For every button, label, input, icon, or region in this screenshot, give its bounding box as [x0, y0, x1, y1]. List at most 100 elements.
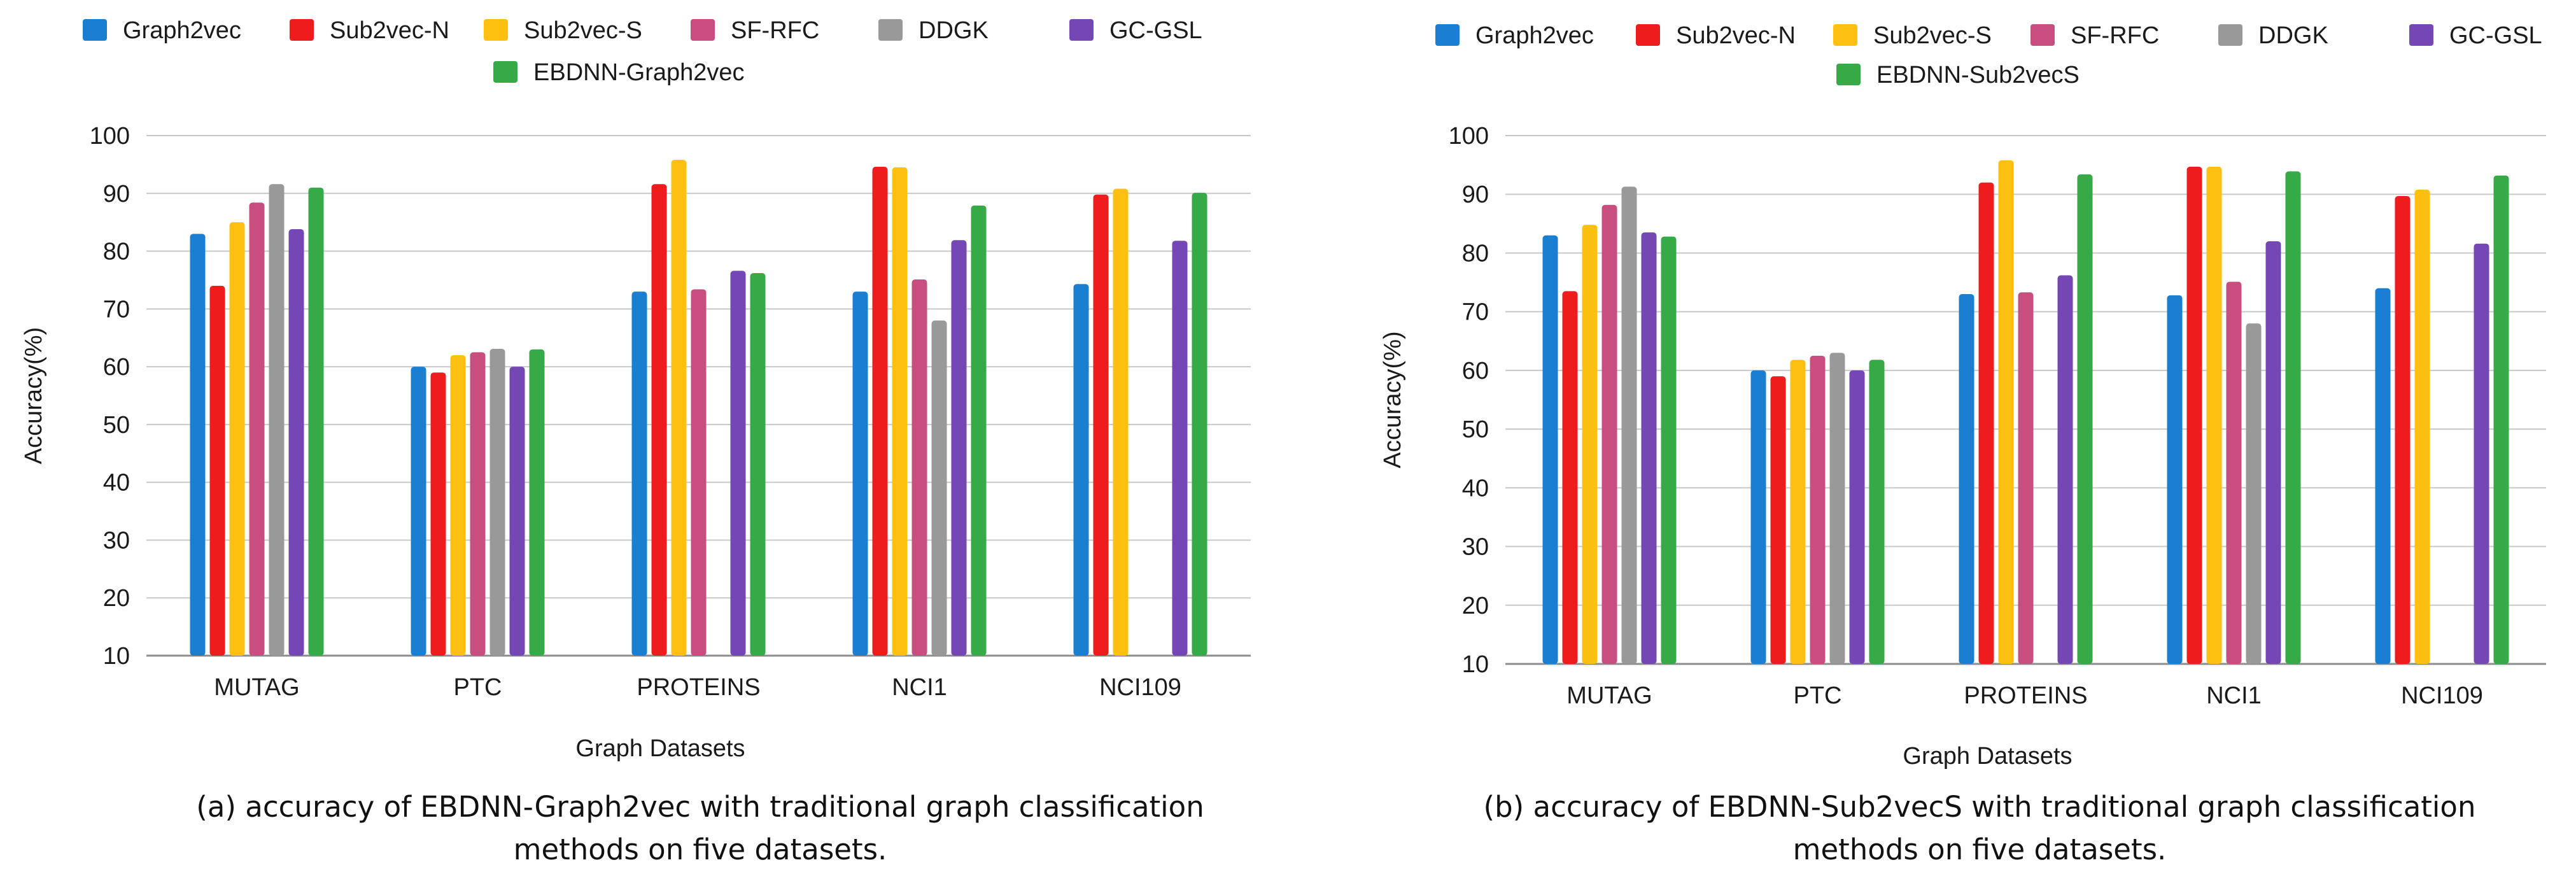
x-tick-label: PTC	[1794, 682, 1842, 709]
x-tick-label: NCI1	[2206, 682, 2262, 709]
legend-item-graph2vec: Graph2vec	[1435, 22, 1594, 49]
figure-caption-line: methods on five datasets.	[1793, 833, 2167, 866]
bar-ebdnn-sub2vecs-mutag	[1661, 236, 1677, 665]
bar-sub2vec-s-nci1	[892, 167, 908, 656]
bar-gc-gsl-nci109	[2474, 243, 2489, 664]
bar-sub2vec-s-ptc	[1790, 360, 1806, 664]
legend-swatch	[290, 19, 314, 41]
x-tick-label: PROTEINS	[637, 674, 760, 701]
bar-ddgk-nci1	[931, 320, 947, 656]
legend-swatch	[878, 19, 903, 41]
y-axis-title: Accuracy(%)	[20, 327, 47, 464]
bar-sub2vec-n-mutag	[209, 286, 225, 656]
bar-gc-gsl-ptc	[1849, 370, 1865, 664]
bar-sub2vec-n-ptc	[430, 372, 446, 656]
bar-sub2vec-s-nci109	[2414, 189, 2430, 664]
bar-sub2vec-s-ptc	[450, 355, 466, 656]
bar-sf-rfc-ptc	[470, 352, 486, 656]
legend-swatch	[1435, 24, 1460, 46]
legend-label: SF-RFC	[2071, 22, 2159, 49]
bar-sf-rfc-nci1	[911, 279, 927, 656]
bar-gc-gsl-ptc	[509, 367, 525, 656]
bar-sub2vec-s-proteins	[671, 160, 687, 656]
legend-swatch	[2218, 24, 2242, 46]
bar-ddgk-mutag	[1621, 187, 1637, 664]
bar-ddgk-ptc	[1829, 353, 1845, 664]
legend-item-sf-rfc: SF-RFC	[691, 17, 819, 44]
bar-gc-gsl-proteins	[730, 271, 746, 656]
bar-sub2vec-n-ptc	[1770, 376, 1786, 664]
y-tick-label: 50	[1462, 416, 1489, 443]
bar-ebdnn-graph2vec-proteins	[750, 273, 766, 656]
x-tick-label: MUTAG	[214, 674, 299, 701]
y-tick-label: 60	[1462, 358, 1489, 384]
legend-label: Sub2vec-N	[1676, 22, 1796, 49]
bar-ddgk-mutag	[269, 184, 285, 656]
legend-swatch	[83, 19, 107, 41]
bar-graph2vec-mutag	[190, 234, 206, 656]
y-tick-label: 70	[1462, 299, 1489, 326]
legend-label: Sub2vec-S	[524, 17, 642, 44]
legend: Graph2vec Sub2vec-N Sub2vec-S SF-RFC DDGK GC-…	[1435, 22, 2542, 88]
bar-sub2vec-s-nci109	[1113, 188, 1129, 656]
bar-graph2vec-proteins	[631, 292, 647, 656]
bar-ebdnn-graph2vec-nci1	[971, 205, 987, 656]
bar-sf-rfc-ptc	[1810, 355, 1826, 664]
bar-sub2vec-s-proteins	[1998, 160, 2014, 664]
legend-swatch	[691, 19, 715, 41]
y-tick-label: 10	[1462, 651, 1489, 678]
x-axis-title: Graph Datasets	[575, 735, 745, 762]
bar-ebdnn-sub2vecs-proteins	[2077, 174, 2093, 664]
bar-sf-rfc-nci1	[2226, 281, 2242, 665]
legend-swatch	[1069, 19, 1094, 41]
bar-sub2vec-s-mutag	[229, 222, 245, 656]
y-tick-label: 30	[1462, 534, 1489, 561]
x-axis-title: Graph Datasets	[1903, 743, 2072, 770]
legend-item-sub2vec-s: Sub2vec-S	[484, 17, 642, 44]
x-tick-label: MUTAG	[1566, 682, 1652, 709]
legend-label: Sub2vec-S	[1873, 22, 1992, 49]
legend-label: GC-GSL	[2449, 22, 2542, 49]
y-tick-label: 40	[1462, 475, 1489, 502]
legend-swatch	[484, 19, 508, 41]
legend: Graph2vec Sub2vec-N Sub2vec-S SF-RFC DDGK GC-…	[83, 17, 1202, 86]
bar-graph2vec-ptc	[1750, 370, 1766, 664]
legend-item-sub2vec-n: Sub2vec-N	[1636, 22, 1796, 49]
y-tick-label: 70	[103, 296, 130, 323]
bar-sub2vec-n-proteins	[1978, 182, 1994, 664]
y-grid: 10 20 30 40 50 60 70 80 90 100	[1449, 123, 2546, 678]
x-tick-label: NCI109	[2401, 682, 2483, 709]
bar-gc-gsl-nci109	[1172, 241, 1188, 656]
bar-gc-gsl-proteins	[2057, 275, 2073, 664]
legend-swatch	[1636, 24, 1660, 46]
bar-graph2vec-ptc	[411, 367, 426, 656]
bar-sub2vec-s-nci1	[2206, 166, 2222, 664]
legend-label: DDGK	[918, 17, 989, 44]
bar-sf-rfc-mutag	[1601, 204, 1617, 664]
legend-item-ebdnn-sub2vecs: EBDNN-Sub2vecS	[1836, 62, 2080, 88]
y-tick-label: 90	[1462, 181, 1489, 208]
legend-swatch	[493, 61, 517, 83]
chart-panel-b: 10 20 30 40 50 60 70 80 90 100 MUTAG PTC PROTEINS NCI…	[1379, 22, 2546, 866]
bar-graph2vec-nci109	[1073, 284, 1089, 656]
bar-ebdnn-graph2vec-ptc	[529, 349, 545, 656]
bar-graph2vec-nci1	[2167, 295, 2183, 664]
y-tick-label: 30	[103, 527, 130, 554]
legend-item-ddgk: DDGK	[878, 17, 989, 44]
bar-ebdnn-graph2vec-nci109	[1192, 192, 1207, 656]
legend-label: DDGK	[2258, 22, 2328, 49]
y-tick-label: 90	[103, 181, 130, 208]
legend-label: EBDNN-Graph2vec	[533, 59, 745, 86]
bar-graph2vec-nci1	[852, 292, 868, 656]
bars	[1542, 160, 2509, 665]
y-axis-title: Accuracy(%)	[1379, 331, 1406, 468]
bar-sub2vec-n-nci1	[2186, 166, 2202, 664]
y-tick-label: 50	[103, 412, 130, 439]
bar-sf-rfc-mutag	[249, 202, 265, 656]
legend-label: SF-RFC	[731, 17, 819, 44]
legend-item-sub2vec-s: Sub2vec-S	[1833, 22, 1992, 49]
bar-graph2vec-mutag	[1542, 235, 1558, 664]
y-tick-label: 80	[103, 239, 130, 265]
legend-label: GC-GSL	[1109, 17, 1202, 44]
